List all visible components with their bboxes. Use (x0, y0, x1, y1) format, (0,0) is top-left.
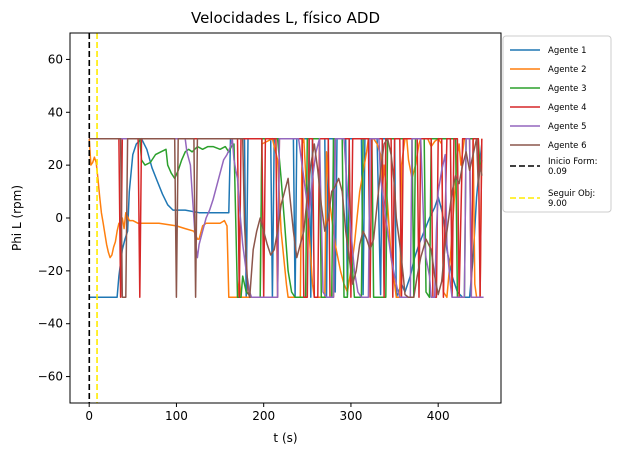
y-tick-label: 60 (48, 52, 63, 66)
legend-label-2: Agente 2 (548, 65, 587, 75)
series-line-agente-5 (89, 137, 484, 299)
legend-label-1: Agente 1 (548, 46, 587, 56)
x-axis-label: t (s) (273, 431, 297, 445)
legend: Agente 1 Agente 2 Agente 3 Agente 4 Agente 5… (502, 35, 612, 213)
legend-label-8: Seguir Obj: 9.00 (548, 189, 595, 209)
legend-label-5: Agente 5 (548, 122, 587, 132)
x-tick-label: 100 (165, 409, 188, 423)
x-tick-label: 400 (427, 409, 450, 423)
y-tick-label: 20 (48, 158, 63, 172)
plot-area (88, 137, 484, 299)
legend-label-3: Agente 3 (548, 84, 587, 94)
legend-box (502, 35, 612, 213)
y-tick-label: −20 (38, 264, 63, 278)
legend-label-7: Inicio Form: 0.09 (548, 157, 597, 177)
chart-title: Velocidades L, físico ADD (191, 9, 380, 27)
series-line-agente-6 (89, 137, 483, 299)
x-tick-label: 200 (252, 409, 275, 423)
x-axis: 0 100 200 300 400 (85, 403, 450, 423)
legend-label-6: Agente 6 (548, 141, 587, 151)
y-axis: −60 −40 −20 0 20 40 60 (38, 52, 70, 384)
series-line-agente-4 (89, 137, 483, 299)
y-tick-label: −60 (38, 370, 63, 384)
y-tick-label: 40 (48, 105, 63, 119)
x-tick-label: 300 (339, 409, 362, 423)
y-tick-label: −40 (38, 317, 63, 331)
x-tick-label: 0 (85, 409, 93, 423)
series-line-agente-3 (89, 137, 483, 299)
legend-label-4: Agente 4 (548, 103, 587, 113)
y-axis-label: Phi L (rpm) (10, 185, 24, 251)
reference-lines (88, 33, 98, 403)
y-tick-label: 0 (55, 211, 63, 225)
series-line-agente-2 (88, 137, 483, 299)
